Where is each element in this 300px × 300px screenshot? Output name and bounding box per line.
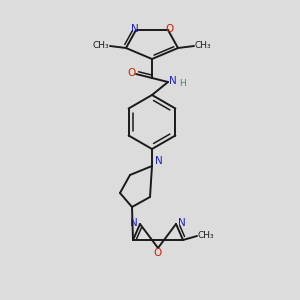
Text: CH₃: CH₃ bbox=[93, 41, 109, 50]
Text: H: H bbox=[180, 80, 186, 88]
Text: N: N bbox=[178, 218, 186, 228]
Text: O: O bbox=[127, 68, 135, 78]
Text: O: O bbox=[165, 24, 173, 34]
Text: CH₃: CH₃ bbox=[195, 41, 211, 50]
Text: N: N bbox=[130, 218, 138, 228]
Text: N: N bbox=[131, 24, 139, 34]
Text: O: O bbox=[154, 248, 162, 258]
Text: N: N bbox=[169, 76, 177, 86]
Text: N: N bbox=[155, 156, 163, 166]
Text: CH₃: CH₃ bbox=[198, 232, 214, 241]
